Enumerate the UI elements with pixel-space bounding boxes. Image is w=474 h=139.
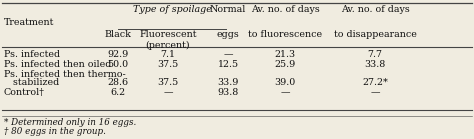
Text: 27.2*: 27.2* bbox=[362, 78, 388, 87]
Text: to fluorescence: to fluorescence bbox=[248, 30, 322, 39]
Text: 33.8: 33.8 bbox=[365, 60, 386, 69]
Text: to disappearance: to disappearance bbox=[334, 30, 417, 39]
Text: 37.5: 37.5 bbox=[157, 60, 179, 69]
Text: 93.8: 93.8 bbox=[218, 88, 238, 97]
Text: 50.0: 50.0 bbox=[108, 60, 128, 69]
Text: Type of spoilage: Type of spoilage bbox=[133, 5, 211, 14]
Text: stabilized: stabilized bbox=[4, 78, 59, 87]
Text: Av. no. of days: Av. no. of days bbox=[341, 5, 410, 14]
Text: 39.0: 39.0 bbox=[274, 78, 296, 87]
Text: † 80 eggs in the group.: † 80 eggs in the group. bbox=[4, 127, 106, 136]
Text: 7.1: 7.1 bbox=[161, 50, 175, 59]
Text: 28.6: 28.6 bbox=[108, 78, 128, 87]
Text: 37.5: 37.5 bbox=[157, 78, 179, 87]
Text: Black: Black bbox=[105, 30, 131, 39]
Text: 6.2: 6.2 bbox=[110, 88, 126, 97]
Text: Ps. infected then thermo-: Ps. infected then thermo- bbox=[4, 70, 126, 79]
Text: Ps. infected then oiled: Ps. infected then oiled bbox=[4, 60, 111, 69]
Text: eggs: eggs bbox=[217, 30, 239, 39]
Text: —: — bbox=[163, 88, 173, 97]
Text: —: — bbox=[370, 88, 380, 97]
Text: —: — bbox=[223, 50, 233, 59]
Text: Ps. infected: Ps. infected bbox=[4, 50, 60, 59]
Text: Control†: Control† bbox=[4, 88, 45, 97]
Text: 33.9: 33.9 bbox=[217, 78, 239, 87]
Text: —: — bbox=[280, 88, 290, 97]
Text: Normal: Normal bbox=[210, 5, 246, 14]
Text: 21.3: 21.3 bbox=[274, 50, 296, 59]
Text: 92.9: 92.9 bbox=[108, 50, 128, 59]
Text: Treatment: Treatment bbox=[4, 18, 55, 27]
Text: 25.9: 25.9 bbox=[274, 60, 296, 69]
Text: Fluorescent
(percent): Fluorescent (percent) bbox=[139, 30, 197, 49]
Text: * Determined only in 16 eggs.: * Determined only in 16 eggs. bbox=[4, 118, 136, 127]
Text: 7.7: 7.7 bbox=[367, 50, 383, 59]
Text: 12.5: 12.5 bbox=[218, 60, 238, 69]
Text: Av. no. of days: Av. no. of days bbox=[251, 5, 319, 14]
